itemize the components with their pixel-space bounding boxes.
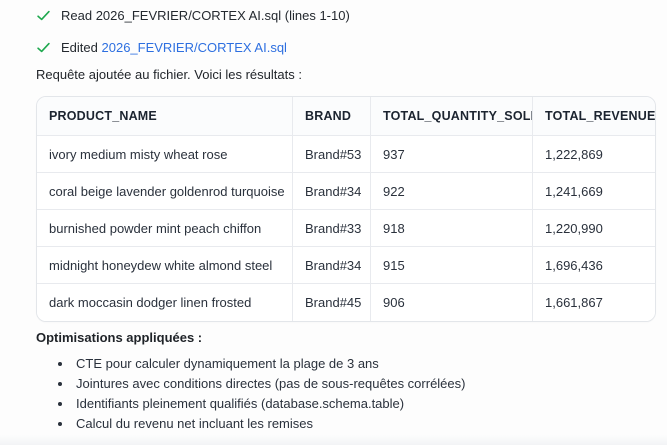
table-row: dark moccasin dodger linen frosted Brand…	[37, 284, 655, 321]
tool-target: 2026_FEVRIER/CORTEX AI.sql (lines 1-10)	[95, 7, 350, 23]
column-header-brand: BRAND	[292, 97, 370, 136]
table-row: coral beige lavender goldenrod turquoise…	[37, 173, 655, 210]
cell-revenue: 1,222,869	[532, 136, 655, 173]
optimization-item: Jointures avec conditions directes (pas …	[73, 376, 655, 396]
tool-call-edited-label: Edited 2026_FEVRIER/CORTEX AI.sql	[61, 40, 287, 55]
cell-revenue: 1,661,867	[532, 284, 655, 321]
cell-product-name: burnished powder mint peach chiffon	[37, 210, 292, 247]
cell-product-name: dark moccasin dodger linen frosted	[37, 284, 292, 321]
file-link[interactable]: 2026_FEVRIER/CORTEX AI.sql	[101, 39, 287, 55]
tool-call-read-label: Read 2026_FEVRIER/CORTEX AI.sql (lines 1…	[61, 8, 350, 23]
table-row: ivory medium misty wheat rose Brand#53 9…	[37, 136, 655, 173]
cell-quantity: 906	[370, 284, 532, 321]
optimization-item: Identifiants pleinement qualifiés (datab…	[73, 396, 655, 416]
cell-product-name: coral beige lavender goldenrod turquoise	[37, 173, 292, 210]
cell-revenue: 1,220,990	[532, 210, 655, 247]
cell-quantity: 922	[370, 173, 532, 210]
check-icon	[36, 40, 51, 55]
cell-brand: Brand#53	[292, 136, 370, 173]
column-header-total-revenue: TOTAL_REVENUE	[532, 97, 655, 136]
column-header-total-quantity-sold: TOTAL_QUANTITY_SOLD	[370, 97, 532, 136]
cell-quantity: 918	[370, 210, 532, 247]
tool-action: Read	[61, 7, 93, 23]
cell-brand: Brand#34	[292, 173, 370, 210]
results-table: PRODUCT_NAME BRAND TOTAL_QUANTITY_SOLD T…	[37, 97, 655, 321]
table-row: burnished powder mint peach chiffon Bran…	[37, 210, 655, 247]
optimizations-list: CTE pour calculer dynamiquement la plage…	[36, 356, 655, 436]
cell-revenue: 1,696,436	[532, 247, 655, 284]
check-icon	[36, 8, 51, 23]
cell-product-name: midnight honeydew white almond steel	[37, 247, 292, 284]
message-intro: Requête ajoutée au fichier. Voici les ré…	[36, 67, 302, 82]
tool-call-edited[interactable]: Edited 2026_FEVRIER/CORTEX AI.sql	[36, 39, 655, 55]
cell-brand: Brand#33	[292, 210, 370, 247]
table-header-row: PRODUCT_NAME BRAND TOTAL_QUANTITY_SOLD T…	[37, 97, 655, 136]
tool-action: Edited	[61, 39, 98, 55]
cell-revenue: 1,241,669	[532, 173, 655, 210]
results-table-container: PRODUCT_NAME BRAND TOTAL_QUANTITY_SOLD T…	[36, 96, 656, 322]
table-row: midnight honeydew white almond steel Bra…	[37, 247, 655, 284]
cell-quantity: 937	[370, 136, 532, 173]
optimization-item: CTE pour calculer dynamiquement la plage…	[73, 356, 655, 376]
column-header-product-name: PRODUCT_NAME	[37, 97, 292, 136]
cell-brand: Brand#45	[292, 284, 370, 321]
cell-product-name: ivory medium misty wheat rose	[37, 136, 292, 173]
optimization-item: Calcul du revenu net incluant les remise…	[73, 416, 655, 436]
cell-quantity: 915	[370, 247, 532, 284]
cell-brand: Brand#34	[292, 247, 370, 284]
optimizations-heading: Optimisations appliquées :	[36, 330, 203, 345]
tool-call-read[interactable]: Read 2026_FEVRIER/CORTEX AI.sql (lines 1…	[36, 7, 655, 23]
